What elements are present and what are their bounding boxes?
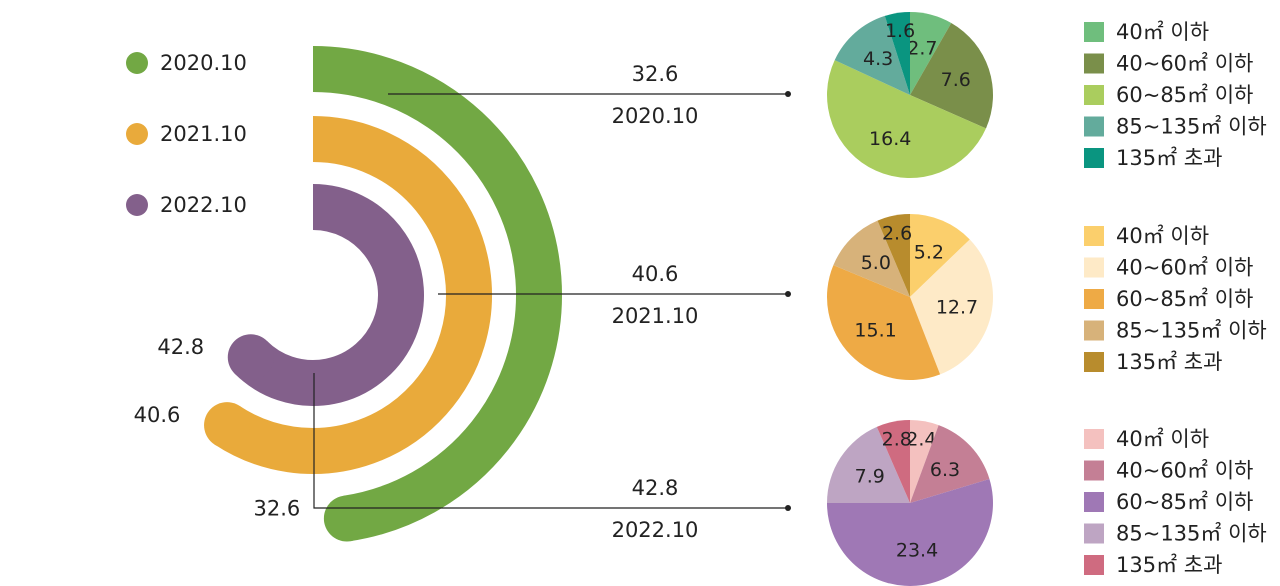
legend-marker <box>126 123 148 145</box>
pie-slice-label: 2.8 <box>882 429 912 451</box>
pie-slice <box>910 239 993 375</box>
pie-slice-label: 4.3 <box>863 48 893 70</box>
pie-legend-swatch <box>1084 429 1104 449</box>
connector-period: 2022.10 <box>612 518 699 542</box>
pie-legend-swatch <box>1084 492 1104 512</box>
radial-bar-cap-2021.10 <box>204 402 251 449</box>
radial-bar-cap-2020.10 <box>323 495 370 542</box>
radial-value-label: 42.8 <box>157 335 204 359</box>
pie-slice-label: 1.6 <box>885 20 915 42</box>
connector-period: 2020.10 <box>612 104 699 128</box>
pie-legend-label: 135㎡ 초과 <box>1116 350 1222 374</box>
pie-legend-label: 135㎡ 초과 <box>1116 553 1222 577</box>
pie-slice <box>827 426 910 503</box>
radial-value-label: 40.6 <box>134 403 181 427</box>
pie-slice-label: 7.9 <box>855 466 885 488</box>
pie-slice <box>834 15 910 95</box>
pie-legend-label: 60~85㎡ 이하 <box>1116 83 1253 107</box>
pie-legend-swatch <box>1084 116 1104 137</box>
pie-slice <box>827 60 986 178</box>
connector-dot <box>785 505 791 511</box>
connector-dot <box>785 291 791 297</box>
pie-legend-swatch <box>1084 148 1104 168</box>
connector-dot <box>785 91 791 97</box>
pie-legend-swatch <box>1084 226 1104 246</box>
legend-label: 2020.10 <box>160 51 247 75</box>
pie-legend-label: 85~135㎡ 이하 <box>1116 522 1267 546</box>
pie-slice-label: 15.1 <box>854 320 896 342</box>
legend-marker <box>126 52 148 74</box>
pie-slice-label: 16.4 <box>869 128 911 150</box>
pie-legend-swatch <box>1084 257 1104 278</box>
radial-bar-2020.10 <box>312 46 562 542</box>
pie-slice <box>877 214 910 297</box>
pie-legend-label: 40㎡ 이하 <box>1116 224 1209 248</box>
pie-legend-swatch <box>1084 460 1104 481</box>
pie-legend-label: 40~60㎡ 이하 <box>1116 256 1253 280</box>
pie-legend-swatch <box>1084 320 1104 341</box>
pie-legend-label: 40㎡ 이하 <box>1116 427 1209 451</box>
pie-legend-label: 135㎡ 초과 <box>1116 146 1222 170</box>
pie-legend-label: 40~60㎡ 이하 <box>1116 52 1253 76</box>
connector-value: 40.6 <box>632 262 679 286</box>
legend-marker <box>126 194 148 216</box>
pie-legend-label: 60~85㎡ 이하 <box>1116 287 1253 311</box>
pie-slice <box>910 214 970 297</box>
legend-label: 2022.10 <box>160 193 247 217</box>
pie-slice <box>876 419 910 503</box>
pie-slice-label: 5.0 <box>861 252 891 274</box>
pie-slice-label: 2.7 <box>907 37 937 59</box>
radial-bar-cap-2022.10 <box>227 334 274 381</box>
pie-slice-label: 23.4 <box>896 540 938 562</box>
pie-slice <box>910 12 952 95</box>
pie-slice <box>827 478 993 586</box>
pie-legend-swatch <box>1084 352 1104 372</box>
connector-period: 2021.10 <box>612 304 699 328</box>
pie-slice <box>827 265 941 381</box>
pie-legend-label: 85~135㎡ 이하 <box>1116 115 1267 139</box>
connector-line <box>313 373 788 509</box>
pie-legend-label: 40~60㎡ 이하 <box>1116 459 1253 483</box>
pie-slice <box>910 419 939 503</box>
connector-value: 32.6 <box>632 62 679 86</box>
pie-slice-label: 7.6 <box>941 69 971 91</box>
pie-legend-label: 40㎡ 이하 <box>1116 20 1209 44</box>
radial-bar-2021.10 <box>214 116 492 474</box>
radial-bar-2022.10 <box>234 184 424 406</box>
pie-slice-label: 5.2 <box>914 242 944 264</box>
connector-value: 42.8 <box>632 476 679 500</box>
pie-legend-label: 85~135㎡ 이하 <box>1116 319 1267 343</box>
pie-legend-swatch <box>1084 289 1104 309</box>
pie-slice-label: 2.6 <box>882 223 912 245</box>
legend-label: 2021.10 <box>160 122 247 146</box>
pie-slice <box>910 425 990 503</box>
pie-slice-label: 2.4 <box>906 428 936 450</box>
pie-legend-swatch <box>1084 53 1104 74</box>
pie-legend-swatch <box>1084 523 1104 544</box>
pie-slice <box>910 22 993 129</box>
pie-legend-label: 60~85㎡ 이하 <box>1116 490 1253 514</box>
connector-lines: 32.6 2020.10 40.6 2021.10 42.8 2022.10 <box>313 62 791 542</box>
pie-legend-swatch <box>1084 85 1104 105</box>
pie-slice-label: 6.3 <box>930 459 960 481</box>
pie-slice-label: 12.7 <box>936 296 978 318</box>
radial-bar-chart: 32.6 2020.10 40.6 2021.10 42.8 2022.10 <box>126 46 562 542</box>
pie-charts: 2.77.6 16.4 4.3 1.6 40㎡ 이하 40~60㎡ 이하 60~85㎡ 이하… <box>827 12 1267 586</box>
radial-value-label: 32.6 <box>253 496 300 520</box>
pie-slice <box>884 12 910 95</box>
pie-legend-swatch <box>1084 555 1104 575</box>
pie-slice <box>833 220 910 297</box>
pie-legend-swatch <box>1084 22 1104 42</box>
